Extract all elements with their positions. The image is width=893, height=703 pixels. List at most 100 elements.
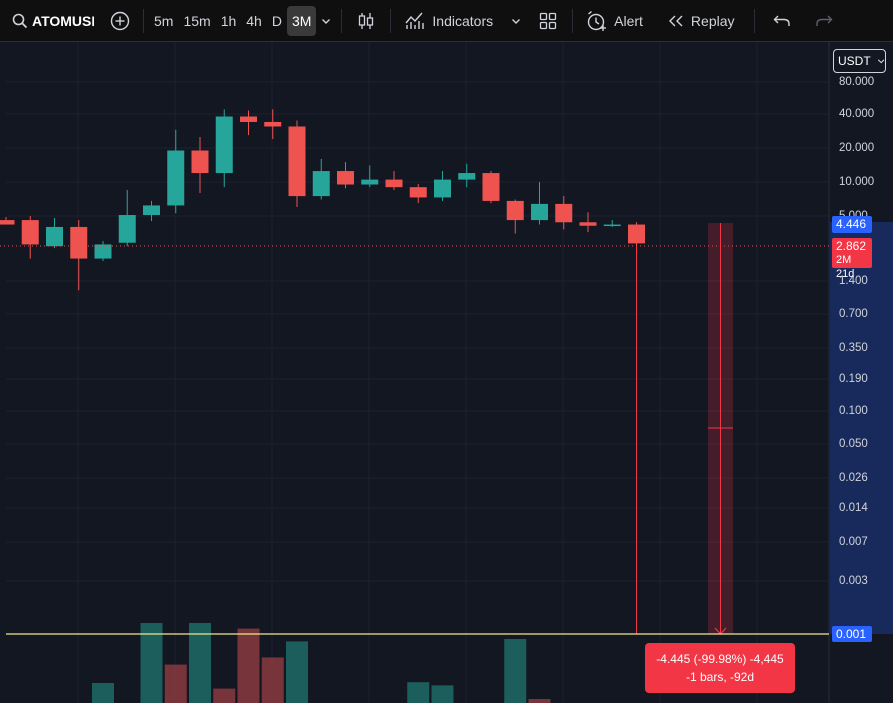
interval-dropdown[interactable] (316, 6, 336, 36)
candle-body (21, 220, 39, 245)
replay-label: Replay (690, 12, 735, 29)
interval-15m[interactable]: 15m (183, 12, 211, 29)
measure-tooltip-change: -4.445 (-99.98%) -4,445 (656, 652, 784, 666)
layouts-button[interactable] (534, 6, 562, 36)
chart-grid (6, 42, 829, 703)
currency-label: USDT (838, 54, 871, 68)
candle-body (579, 222, 597, 226)
volume-bar (261, 657, 284, 703)
toolbar-separator (341, 8, 343, 33)
price-label: 0.700 (839, 308, 868, 320)
layouts-icon (539, 12, 557, 29)
current-price-badge: 2.862 2M 21d (832, 238, 872, 280)
candle-body (70, 226, 88, 259)
candle-body (458, 173, 476, 180)
replay-button[interactable]: Replay (662, 6, 740, 36)
price-label: 0.014 (839, 502, 868, 514)
candle-body (167, 150, 185, 206)
candle-body (361, 179, 379, 185)
interval-5m[interactable]: 5m (154, 12, 174, 29)
current-price: 2.862 (836, 239, 867, 253)
volume-bar (528, 699, 551, 703)
candle-body (385, 179, 403, 188)
candle-body (312, 171, 330, 197)
volume-bar (92, 683, 114, 703)
currency-selector[interactable]: USDT (833, 49, 886, 73)
interval-4h[interactable]: 4h (246, 12, 262, 29)
measure-tooltip-bars: -1 bars, -92d (685, 670, 755, 684)
price-label: 0.003 (839, 575, 868, 587)
candle-body (0, 220, 15, 225)
candle-body (94, 244, 112, 259)
redo-icon (815, 15, 833, 26)
interval-3m[interactable]: 3M (286, 5, 317, 36)
price-label: 0.007 (839, 536, 868, 548)
candle-body (506, 200, 524, 221)
price-label: 40.000 (839, 108, 875, 120)
chevron-down-icon (322, 18, 331, 24)
chart-type-button[interactable] (347, 6, 385, 36)
candle-body (482, 173, 500, 201)
symbol-name: ATOMUSD (32, 12, 94, 29)
candle-body (531, 203, 548, 221)
alert-icon (587, 10, 607, 31)
symbol-search[interactable]: ATOMUSD (0, 6, 99, 36)
measure-bottom-price: 0.001 (836, 627, 867, 641)
candle-body (240, 116, 257, 122)
chart-canvas[interactable] (0, 42, 893, 703)
bar-countdown: 2M 21d (836, 254, 855, 280)
price-label: 1.400 (839, 275, 868, 287)
measure-top-price: 4.446 (836, 217, 867, 231)
candle-body (215, 116, 233, 174)
add-symbol-button[interactable] (105, 6, 135, 36)
volume-bar (189, 623, 211, 703)
indicators-icon (405, 12, 425, 29)
candle-body (603, 224, 621, 227)
toolbar-separator (753, 8, 755, 33)
undo-button[interactable] (768, 6, 796, 36)
interval-1h[interactable]: 1h (220, 12, 237, 29)
alert-button[interactable]: Alert (578, 6, 648, 36)
volume-bar (407, 682, 430, 703)
search-icon (12, 13, 28, 28)
candle-body (434, 179, 451, 198)
indicators-dropdown[interactable] (506, 6, 526, 36)
redo-button[interactable] (810, 6, 838, 36)
volume-layer (92, 623, 551, 703)
measure-top-price-badge: 4.446 (832, 216, 872, 233)
chart-area[interactable]: USDT 80.00040.00020.00010.0005.0001.4000… (0, 42, 893, 703)
candle-body (409, 187, 427, 198)
candle-body (191, 150, 209, 174)
price-label: 0.100 (839, 405, 868, 417)
measure-tooltip: -4.445 (-99.98%) -4,445 -1 bars, -92d (645, 643, 795, 693)
chevron-down-icon (512, 18, 521, 24)
volume-bar (237, 628, 260, 703)
price-label: 0.026 (839, 472, 868, 484)
replay-icon (668, 15, 683, 26)
volume-bar (504, 639, 527, 703)
chevron-down-icon (877, 59, 885, 64)
candle-body (264, 121, 282, 127)
volume-bar (213, 688, 236, 703)
indicators-label: Indicators (432, 12, 494, 29)
add-symbol-icon (110, 11, 130, 30)
candle-body (143, 205, 160, 216)
candle-body (118, 215, 136, 243)
volume-bar (140, 623, 163, 703)
volume-bar (431, 685, 454, 703)
price-label: 10.000 (839, 176, 875, 188)
candle-body (555, 203, 573, 223)
interval-d[interactable]: D (271, 12, 282, 29)
price-label: 0.350 (839, 342, 868, 354)
undo-icon (773, 15, 790, 26)
price-label: 80.000 (839, 76, 875, 88)
price-label: 20.000 (839, 142, 875, 154)
candles-icon (359, 12, 374, 29)
volume-bar (164, 664, 187, 703)
indicators-button[interactable]: Indicators (396, 6, 498, 36)
candle-body (628, 224, 645, 244)
toolbar-separator (572, 8, 574, 33)
top-toolbar: ATOMUSD 5m 15m 1h 4h D 3M (0, 0, 893, 42)
price-label: 0.190 (839, 373, 868, 385)
price-label: 0.050 (839, 438, 868, 450)
